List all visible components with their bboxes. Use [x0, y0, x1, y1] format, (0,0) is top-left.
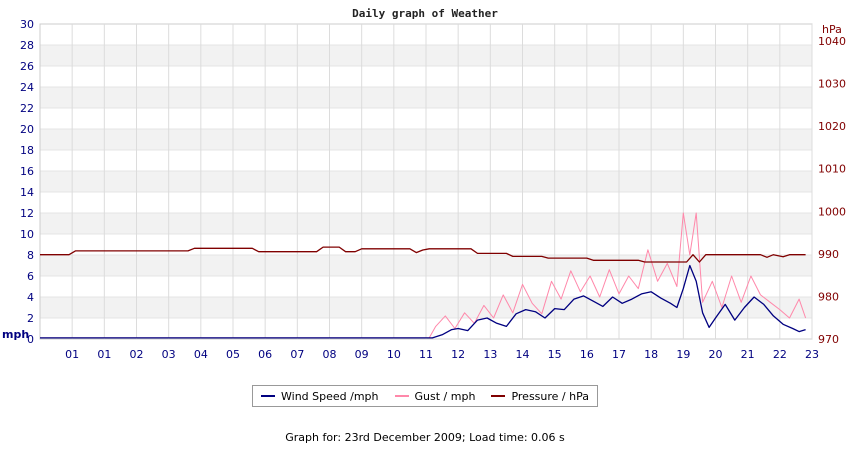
legend: Wind Speed /mph Gust / mph Pressure / hP… [252, 385, 598, 407]
y-left-tick-label: 24 [20, 81, 34, 94]
x-tick-label: 12 [451, 348, 465, 361]
y-right-tick-label: 990 [818, 248, 839, 261]
legend-item-wind: Wind Speed /mph [261, 390, 379, 403]
y-left-tick-label: 14 [20, 186, 34, 199]
x-tick-label: 03 [162, 348, 176, 361]
x-tick-label: 22 [773, 348, 787, 361]
x-tick-label: 20 [709, 348, 723, 361]
y-left-tick-label: 18 [20, 144, 34, 157]
y-right-tick-label: 1020 [818, 120, 846, 133]
x-tick-label: 05 [226, 348, 240, 361]
y-right-unit: hPa [822, 23, 842, 36]
footer-status: Graph for: 23rd December 2009; Load time… [285, 431, 565, 444]
y-left-tick-label: 0 [27, 333, 34, 346]
legend-item-gust: Gust / mph [394, 389, 476, 403]
x-tick-label: 11 [419, 348, 433, 361]
y-right-tick-label: 980 [818, 290, 839, 303]
x-tick-label: 19 [676, 348, 690, 361]
x-tick-label: 15 [548, 348, 562, 361]
x-tick-label: 14 [516, 348, 530, 361]
x-tick-label: 16 [580, 348, 594, 361]
y-left-tick-label: 4 [27, 291, 34, 304]
chart-title: Daily graph of Weather [352, 7, 498, 20]
y-left-tick-label: 2 [27, 312, 34, 325]
y-left-tick-label: 20 [20, 123, 34, 136]
x-tick-label: 23 [805, 348, 819, 361]
y-right-tick-label: 1010 [818, 163, 846, 176]
y-right-tick-label: 970 [818, 333, 839, 346]
y-left-tick-label: 8 [27, 249, 34, 262]
x-tick-label: 04 [194, 348, 208, 361]
y-left-tick-label: 10 [20, 228, 34, 241]
gust-swatch-icon [394, 395, 409, 397]
y-left-tick-label: 22 [20, 102, 34, 115]
x-tick-label: 01 [97, 348, 111, 361]
y-left-tick-label: 28 [20, 39, 34, 52]
x-tick-label: 18 [644, 348, 658, 361]
legend-label-gust: Gust / mph [414, 389, 476, 403]
x-tick-label: 06 [258, 348, 272, 361]
legend-label-wind: Wind Speed /mph [281, 389, 379, 403]
y-left-tick-label: 26 [20, 60, 34, 73]
y-right-tick-label: 1030 [818, 78, 846, 91]
x-tick-label: 10 [387, 348, 401, 361]
series-line-gust [40, 212, 807, 339]
x-tick-label: 01 [65, 348, 79, 361]
x-tick-label: 02 [130, 348, 144, 361]
x-tick-label: 13 [483, 348, 497, 361]
x-tick-label: 17 [612, 348, 626, 361]
x-tick-label: 08 [323, 348, 337, 361]
y-left-tick-label: 12 [20, 207, 34, 220]
legend-label-pressure: Pressure / hPa [511, 389, 589, 403]
y-left-unit: mph [2, 328, 29, 341]
y-right-tick-label: 1040 [818, 35, 846, 48]
y-right-tick-label: 1000 [818, 205, 846, 218]
x-tick-label: 07 [290, 348, 304, 361]
pressure-swatch-icon [491, 395, 506, 397]
series-line-wind-speed [40, 264, 806, 339]
x-tick-label: 09 [355, 348, 369, 361]
legend-item-pressure: Pressure / hPa [491, 390, 589, 403]
y-left-tick-label: 16 [20, 165, 34, 178]
y-left-tick-label: 30 [20, 18, 34, 31]
x-tick-label: 21 [741, 348, 755, 361]
series-line-pressure [40, 246, 806, 263]
wind-swatch-icon [261, 395, 275, 397]
y-left-tick-label: 6 [27, 270, 34, 283]
